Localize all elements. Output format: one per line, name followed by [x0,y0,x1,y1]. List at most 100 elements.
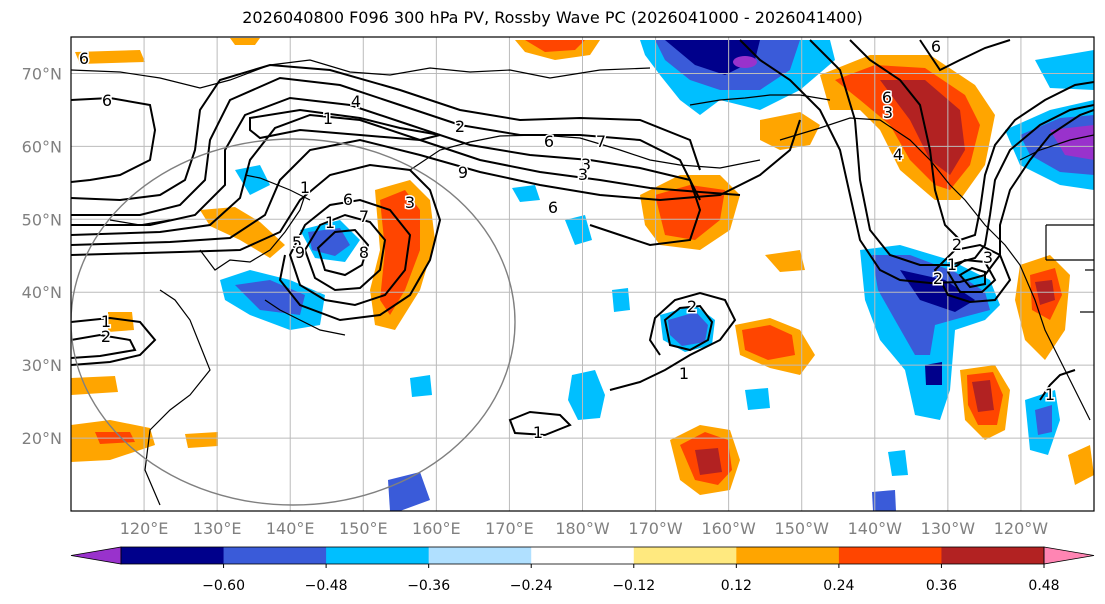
colorbar-tick-label: 0.24 [823,578,854,594]
blob-neg [925,362,942,385]
lon-label: 140°E [266,519,315,538]
contour-label: 2 [455,117,465,136]
contour-label: 6 [882,88,892,107]
colorbar-extend-low [70,546,122,565]
contour-label: 2 [101,327,111,346]
blob-pos [71,376,118,395]
contour-label: 1 [947,255,957,274]
colorbar-segment [838,547,942,564]
colorbar-segment [326,547,430,564]
gridlines [71,37,1094,511]
contour-label: 1 [679,364,689,383]
colorbar-outline [120,546,1045,565]
map-title: 2026040800 F096 300 hPa PV, Rossby Wave … [242,8,863,27]
map-frame [70,36,1095,512]
contour-label: 9 [295,243,305,262]
blob-neg [872,490,896,511]
blob-neg [745,388,770,410]
contour-label: 7 [359,207,369,226]
colorbar-tick-label: −0.24 [510,578,553,594]
contour-label: 6 [343,190,353,209]
lon-label: 120°E [120,519,169,538]
contour-label: 1 [300,178,310,197]
contour-label: 1 [323,109,333,128]
blob-neg [568,370,605,420]
contour-label: 7 [596,132,606,151]
lon-label: 130°E [193,519,242,538]
blob-pos [108,312,134,332]
contour-label: 6 [931,37,941,56]
lat-label: 30°N [22,356,62,375]
colorbar-tick-label: −0.60 [202,578,245,594]
blob-neg [235,165,270,195]
blob-pos [380,190,420,315]
lon-label: 180°W [555,519,610,538]
blob-pos [880,80,965,175]
reference-circle [71,138,516,506]
colorbar-segment [941,547,1045,564]
blob-neg [888,450,908,476]
blob-pos [742,325,795,360]
lat-label: 40°N [22,283,62,302]
blob-neg [612,288,630,312]
contour-label: 2 [952,235,962,254]
colorbar-tick-label: 0.48 [1028,578,1059,594]
colorbar-segment [428,547,532,564]
lon-label: 140°W [848,519,903,538]
colorbar-extend-high [1043,546,1095,565]
blob-pos [1068,445,1094,485]
colorbar-tick-label: −0.36 [407,578,450,594]
contour-label: 3 [883,103,893,122]
blob-pos [765,250,805,272]
blob-neg [665,40,760,75]
lon-label: 150°W [775,519,830,538]
contour-label: 4 [351,92,361,111]
contour-label: 1 [533,423,543,442]
blob-neg [1035,405,1052,435]
blob-neg [388,472,430,511]
contour-label: 3 [581,155,591,174]
lon-label: 160°W [701,519,756,538]
contour-label: 6 [548,198,558,217]
blob-pos [695,448,722,475]
contour-label: 3 [405,193,415,212]
blob-neg [1050,125,1094,160]
blob-pos [525,40,585,52]
contour-label: 5 [292,233,302,252]
lon-label: 130°W [921,519,976,538]
lon-label: 170°W [628,519,683,538]
contour-label: 3 [983,248,993,267]
blob-neg [565,215,592,245]
contour-label: 1 [101,312,111,331]
colorbar-tick-label: 0.36 [926,578,957,594]
contour-label: 2 [687,297,697,316]
blob-neg [668,312,708,346]
blob-pos [230,38,260,45]
contour-label: 2 [933,269,943,288]
blob-neg [900,270,975,312]
lat-label: 20°N [22,429,62,448]
longitude-labels: 120°E 130°E 140°E 150°E 160°E 170°E 180°W 170°W… [120,519,1049,538]
contour-label: 6 [544,132,554,151]
contour-label: 1 [325,213,335,232]
colorbar-tick-label: −0.48 [305,578,348,594]
blob-neg [733,56,757,68]
lat-label: 70°N [22,64,62,83]
lat-label: 60°N [22,137,62,156]
contour-label: 4 [893,145,903,164]
blob-neg [410,375,432,397]
blob-pos [972,380,994,412]
contour-label: 6 [102,91,112,110]
shaded-field [71,38,1094,511]
colorbar-segment [121,547,225,564]
pv-contours [71,39,1094,437]
latitude-labels: 70°N 60°N 50°N 40°N 30°N 20°N [22,64,62,448]
colorbar-segment [223,547,327,564]
colorbar-tick-label: 0.12 [721,578,752,594]
colorbar-segment [736,547,840,564]
lat-label: 50°N [22,210,62,229]
colorbar: −0.60 −0.48 −0.36 −0.24 −0.12 0.12 0.24 0.36 0.4… [70,546,1095,594]
blob-pos [75,50,145,64]
contour-label: 3 [578,165,588,184]
